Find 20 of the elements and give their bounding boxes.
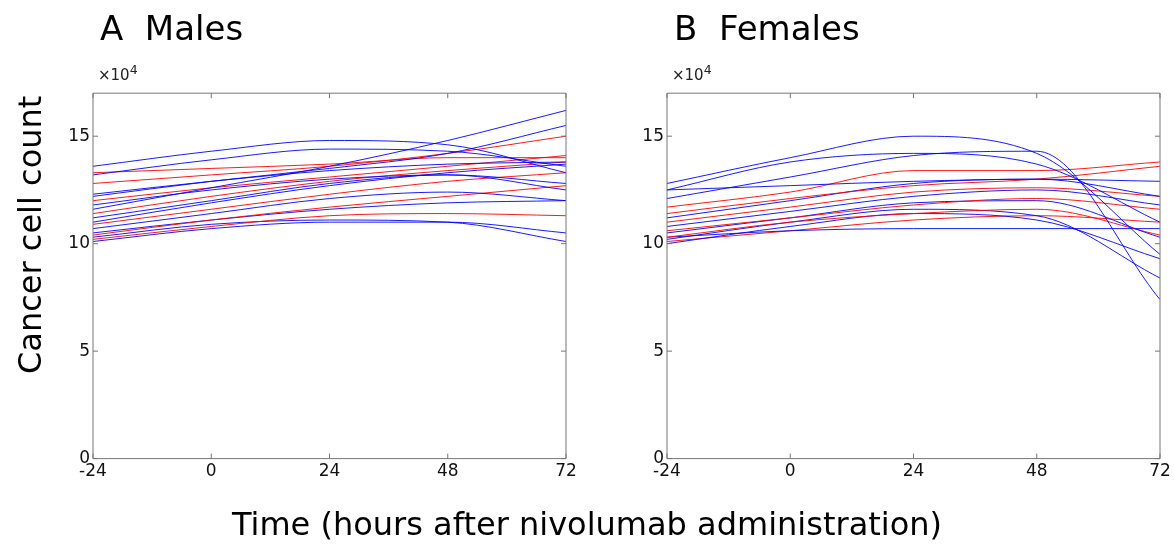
x-tick-label: 48 xyxy=(436,460,459,481)
y-tick-label: 10 xyxy=(642,232,664,253)
text: ×10$^{4}$ xyxy=(672,62,712,84)
y-tick-label: 5 xyxy=(79,339,90,360)
y-axis-title: Cancer cell count xyxy=(11,95,49,374)
x-axis-title: Time (hours after nivolumab administration) xyxy=(231,505,943,543)
chart-title: A Males xyxy=(100,8,244,48)
x-tick-label: 24 xyxy=(318,460,341,481)
chart-title: B Females xyxy=(674,8,860,48)
y-tick-label: 5 xyxy=(653,339,664,360)
x-tick-label: 0 xyxy=(205,460,217,481)
y-tick-label: 10 xyxy=(68,232,90,253)
y-tick-label: 15 xyxy=(642,124,664,145)
x-tick-label: 72 xyxy=(1149,460,1171,481)
x-tick-label: 0 xyxy=(784,460,796,481)
x-tick-label: 24 xyxy=(902,460,925,481)
x-tick-label: 72 xyxy=(555,460,577,481)
text: ×10$^{4}$ xyxy=(98,62,138,84)
y-tick-label: 15 xyxy=(68,124,90,145)
x-tick-label: 48 xyxy=(1025,460,1048,481)
